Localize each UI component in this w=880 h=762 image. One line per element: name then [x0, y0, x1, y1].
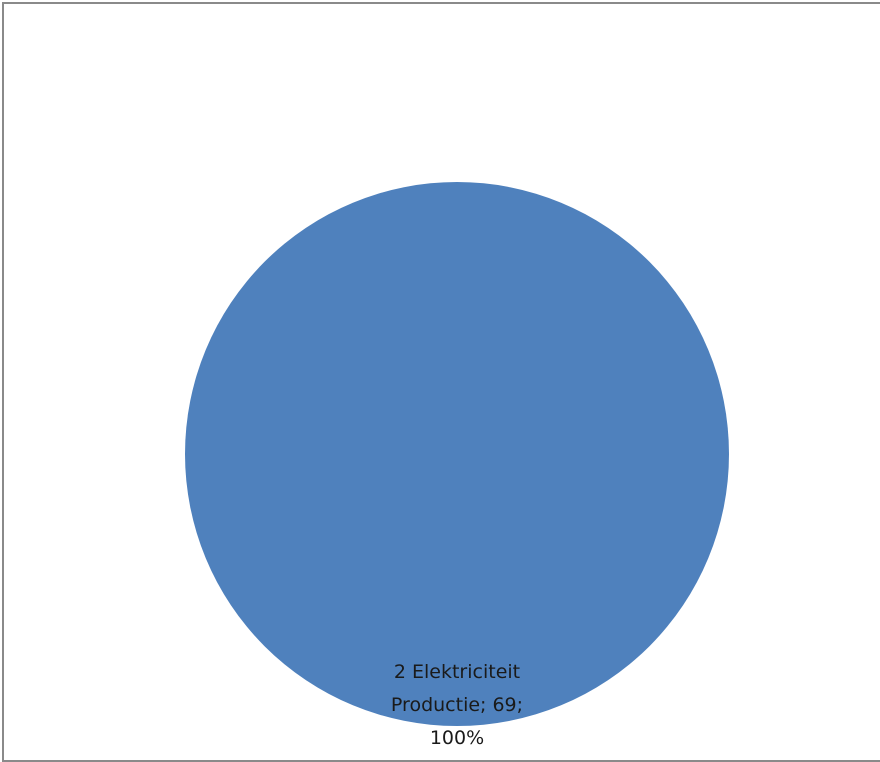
data-label-line-3: 100% — [430, 727, 484, 749]
data-label-line-1: 2 Elektriciteit — [394, 661, 520, 683]
data-label-line-2: Productie; 69; — [391, 694, 523, 716]
data-labels: 2 Elektriciteit Productie; 69; 100% — [391, 661, 523, 749]
pie-slice-0 — [185, 182, 729, 726]
pie-slices — [185, 182, 729, 726]
